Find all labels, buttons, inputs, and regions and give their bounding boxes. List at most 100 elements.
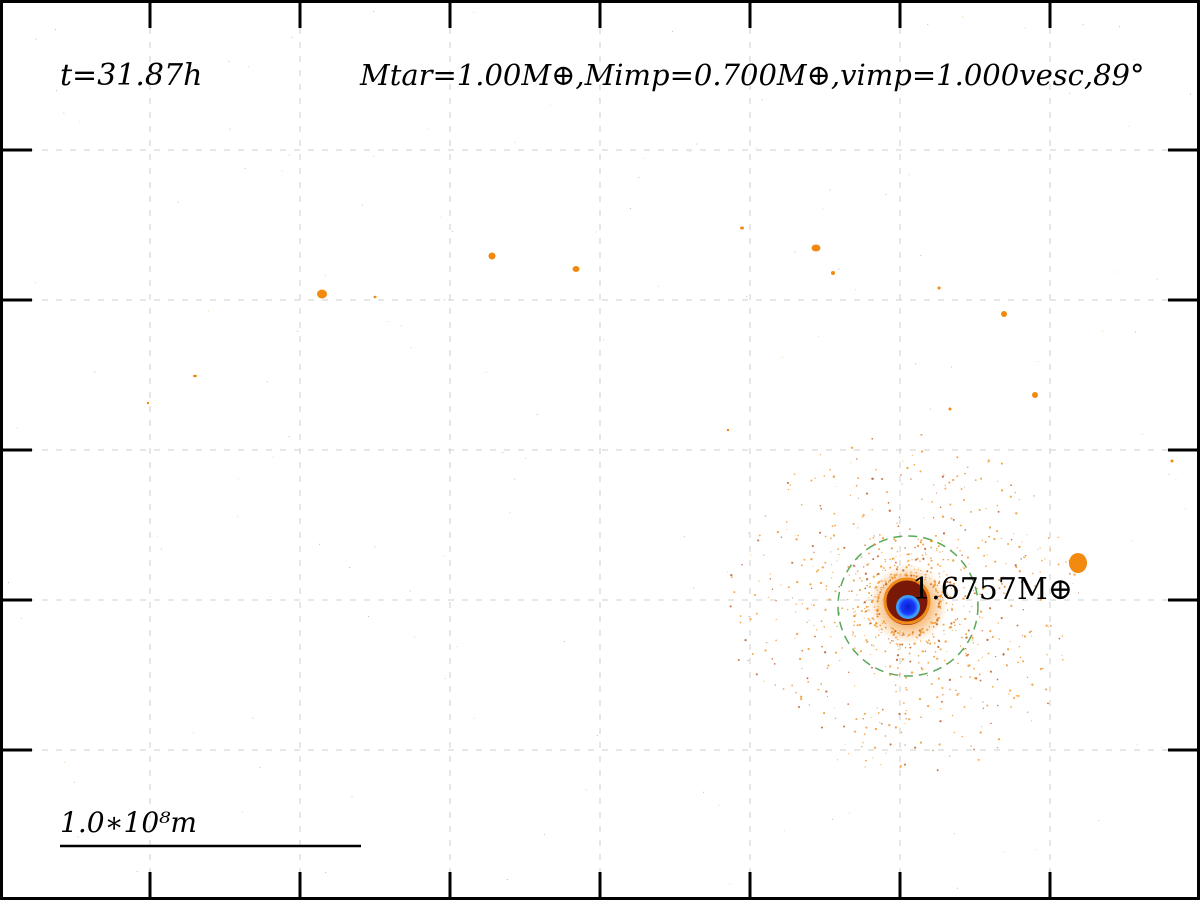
debris-particle bbox=[77, 836, 79, 838]
debris-particle bbox=[824, 535, 827, 538]
debris-particle bbox=[951, 603, 954, 606]
debris-particle bbox=[794, 637, 796, 639]
debris-particle bbox=[875, 468, 877, 471]
debris-particle bbox=[629, 208, 631, 209]
debris-particle bbox=[963, 706, 966, 708]
debris-particle bbox=[957, 662, 959, 665]
debris-particle bbox=[825, 585, 828, 587]
debris-particle bbox=[893, 557, 895, 559]
debris-particle bbox=[922, 557, 925, 560]
debris-particle bbox=[960, 569, 962, 571]
debris-particle bbox=[953, 624, 956, 627]
debris-particle bbox=[949, 503, 952, 506]
debris-particle bbox=[824, 561, 827, 564]
debris-particle bbox=[981, 726, 982, 728]
debris-particle bbox=[904, 744, 906, 746]
debris-particle bbox=[855, 289, 857, 291]
debris-particle bbox=[979, 610, 983, 613]
debris-particle bbox=[800, 697, 803, 701]
debris-particle bbox=[951, 366, 952, 368]
debris-particle bbox=[803, 558, 806, 561]
debris-particle bbox=[989, 607, 992, 610]
debris-particle bbox=[1161, 746, 1163, 748]
debris-particle bbox=[944, 640, 947, 643]
debris-particle bbox=[994, 560, 997, 563]
debris-particle bbox=[787, 586, 790, 589]
debris-particle bbox=[1134, 331, 1136, 333]
debris-particle bbox=[899, 767, 901, 769]
debris-particle bbox=[1116, 271, 1118, 273]
debris-particle bbox=[974, 677, 977, 680]
debris-particle bbox=[1018, 645, 1020, 648]
debris-particle bbox=[950, 622, 953, 625]
debris-particle bbox=[857, 497, 859, 499]
debris-particle bbox=[858, 651, 860, 653]
debris-particle bbox=[1023, 635, 1027, 638]
debris-particle bbox=[838, 553, 840, 556]
debris-particle bbox=[948, 626, 951, 629]
debris-particle bbox=[597, 735, 599, 736]
debris-particle bbox=[984, 541, 987, 544]
debris-particle bbox=[739, 615, 742, 617]
debris-particle bbox=[771, 588, 774, 591]
debris-particle bbox=[853, 611, 855, 613]
debris-particle bbox=[1030, 630, 1033, 633]
debris-particle bbox=[823, 626, 826, 628]
debris-particle bbox=[1030, 635, 1033, 637]
debris-particle bbox=[927, 24, 929, 26]
debris-particle bbox=[943, 630, 945, 632]
debris-particle bbox=[916, 544, 920, 548]
debris-particle bbox=[160, 71, 162, 73]
debris-particle bbox=[831, 564, 833, 566]
debris-particle bbox=[959, 524, 962, 527]
debris-particle bbox=[812, 565, 814, 567]
debris-particle bbox=[908, 174, 910, 176]
debris-particle bbox=[1061, 635, 1064, 637]
debris-particle bbox=[1017, 661, 1019, 664]
debris-particle bbox=[638, 176, 640, 178]
debris-particle bbox=[815, 629, 818, 631]
debris-particle bbox=[672, 30, 674, 32]
debris-particle bbox=[1003, 585, 1006, 588]
debris-particle bbox=[941, 700, 943, 703]
debris-particle bbox=[473, 12, 475, 13]
debris-particle bbox=[930, 546, 933, 549]
debris-particle bbox=[440, 216, 442, 218]
debris-particle bbox=[853, 624, 855, 627]
debris-particle bbox=[848, 590, 851, 593]
debris-particle bbox=[1190, 93, 1191, 95]
debris-particle bbox=[964, 486, 965, 488]
debris-particle bbox=[325, 872, 326, 874]
debris-particle bbox=[747, 659, 749, 661]
debris-particle bbox=[893, 538, 896, 541]
debris-particle bbox=[895, 690, 897, 693]
debris-particle bbox=[819, 531, 822, 534]
debris-particle bbox=[861, 516, 864, 518]
debris-particle bbox=[963, 567, 966, 570]
debris-particle bbox=[897, 643, 899, 645]
debris-particle bbox=[1024, 27, 1026, 29]
debris-particle bbox=[1039, 598, 1042, 601]
debris-particle bbox=[794, 251, 796, 253]
debris-particle bbox=[780, 584, 782, 586]
debris-particle bbox=[764, 515, 767, 517]
debris-particle bbox=[873, 746, 877, 749]
debris-particle bbox=[932, 749, 934, 752]
debris-particle bbox=[943, 633, 945, 635]
debris-particle bbox=[525, 457, 527, 459]
debris-particle bbox=[981, 539, 984, 542]
debris-particle bbox=[1039, 571, 1041, 573]
debris-particle bbox=[801, 667, 803, 669]
debris-particle bbox=[873, 535, 875, 537]
debris-particle bbox=[909, 660, 912, 663]
debris-particle bbox=[20, 618, 22, 619]
debris-particle bbox=[989, 629, 992, 633]
debris-particle bbox=[810, 479, 813, 482]
debris-particle bbox=[936, 657, 939, 660]
debris-particle bbox=[1061, 654, 1063, 656]
debris-particle bbox=[34, 282, 36, 284]
debris-particle bbox=[897, 649, 899, 651]
debris-particle bbox=[877, 712, 880, 714]
debris-particle bbox=[969, 676, 971, 678]
debris-particle bbox=[929, 642, 932, 645]
